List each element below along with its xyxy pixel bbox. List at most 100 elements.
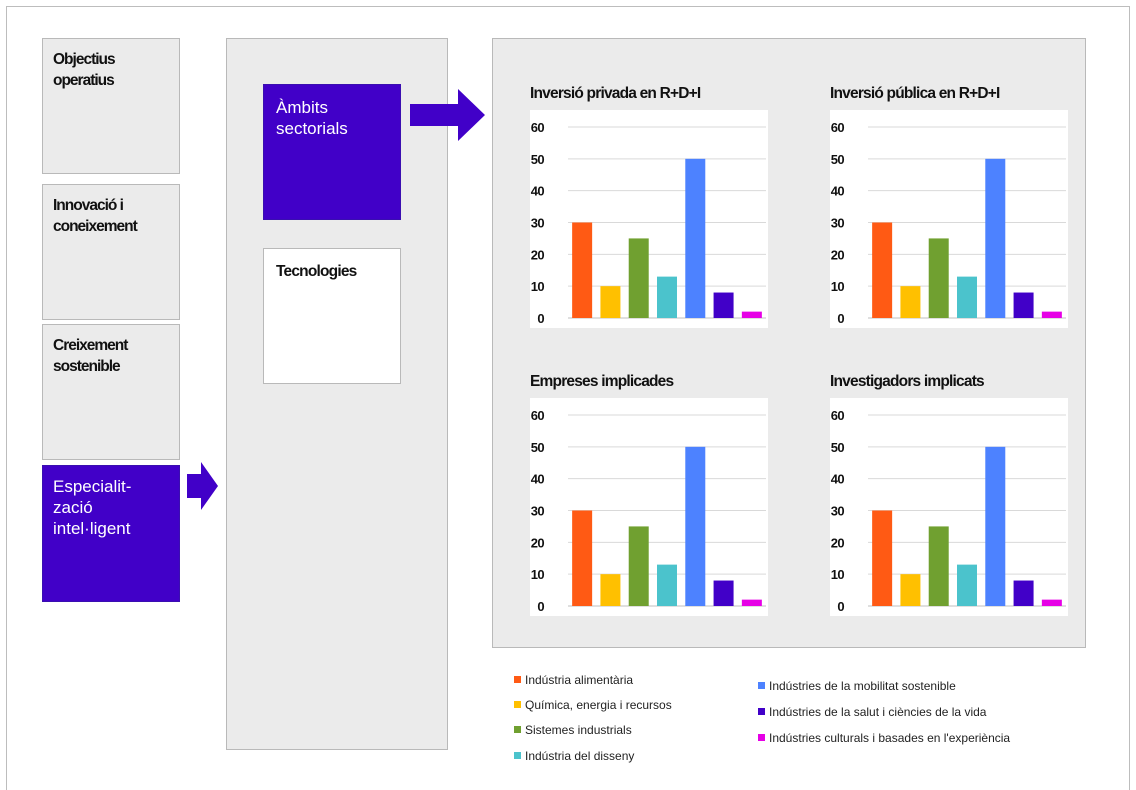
legend-item: Indústria alimentària (514, 673, 633, 687)
legend-item: Indústries de la salut i ciències de la … (758, 705, 986, 719)
bar (657, 564, 677, 606)
bar (741, 599, 762, 606)
arrow-right-icon (187, 462, 218, 510)
legend-item: Sistemes industrials (514, 723, 632, 737)
box-label: Tecnologies (276, 263, 357, 280)
bar (985, 446, 1006, 606)
bar (713, 580, 734, 606)
chart-title: Inversió pública en R+D+I (830, 85, 1000, 102)
legend: Indústria alimentària Química, energia i… (514, 673, 1074, 773)
chart-title: Empreses implicades (530, 373, 674, 390)
chart-background (530, 110, 768, 328)
bar (1041, 599, 1062, 606)
y-tick-label: 40 (531, 184, 545, 199)
y-tick-label: 50 (531, 152, 545, 167)
y-tick-label: 50 (831, 440, 845, 455)
chart-title: Investigadors implicats (830, 373, 985, 390)
bar-chart: 0 10 20 30 40 50 60 (830, 110, 1068, 328)
legend-swatch (514, 676, 521, 683)
chart-background (830, 398, 1068, 616)
legend-swatch (514, 701, 521, 708)
y-tick-label: 30 (831, 216, 845, 231)
bar (957, 276, 977, 318)
bar (713, 292, 734, 318)
legend-label: Indústria alimentària (525, 673, 634, 687)
bar (872, 510, 893, 606)
y-tick-label: 60 (531, 408, 545, 423)
y-tick-label: 40 (531, 472, 545, 487)
legend-item: Indústries culturals i basades en l'expe… (758, 731, 1010, 745)
bar (1041, 311, 1062, 318)
bar-chart: 0 10 20 30 40 50 60 (530, 110, 768, 328)
legend-swatch (758, 708, 765, 715)
bar-chart: 0 10 20 30 40 50 60 (830, 398, 1068, 616)
chart-title: Inversió privada en R+D+I (530, 85, 701, 102)
box-innovacio-coneixement: Innovació i coneixement (42, 184, 180, 320)
bar (741, 311, 762, 318)
chart-background (530, 398, 768, 616)
legend-item: Indústries de la mobilitat sostenible (758, 679, 956, 693)
bar (872, 222, 893, 318)
bar (928, 526, 949, 606)
slide-frame (6, 6, 1130, 790)
bar (572, 510, 593, 606)
y-tick-label: 60 (831, 408, 845, 423)
bar (1013, 580, 1034, 606)
box-objectius-operatius: Objectius operatius (42, 38, 180, 174)
box-label: Especialit- zació intel·ligent (53, 477, 132, 538)
y-tick-label: 0 (537, 311, 544, 326)
legend-swatch (514, 726, 521, 733)
bar (928, 238, 949, 318)
bar (600, 574, 621, 606)
box-label: Objectius operatius (53, 51, 116, 89)
y-tick-label: 30 (831, 504, 845, 519)
bar (657, 276, 677, 318)
box-ambits-sectorials: Àmbits sectorials (263, 84, 401, 220)
y-tick-label: 60 (831, 120, 845, 135)
box-tecnologies: Tecnologies (263, 248, 401, 384)
box-creixement-sostenible: Creixement sostenible (42, 324, 180, 460)
bar (572, 222, 593, 318)
y-tick-label: 0 (837, 599, 844, 614)
legend-swatch (514, 752, 521, 759)
arrow-right-icon (410, 89, 485, 141)
y-tick-label: 50 (831, 152, 845, 167)
y-tick-label: 10 (531, 279, 545, 294)
y-tick-label: 20 (531, 535, 545, 550)
y-tick-label: 20 (531, 247, 545, 262)
y-tick-label: 30 (531, 216, 545, 231)
y-tick-label: 30 (531, 504, 545, 519)
box-especialitzacio-intelligent: Especialit- zació intel·ligent (42, 465, 180, 602)
legend-label: Química, energia i recursos (525, 698, 672, 712)
bar (685, 158, 706, 318)
chart-background (830, 110, 1068, 328)
legend-item: Indústria del disseny (514, 749, 634, 763)
y-tick-label: 20 (831, 247, 845, 262)
y-tick-label: 10 (831, 567, 845, 582)
bar-chart: 0 10 20 30 40 50 60 (530, 398, 768, 616)
y-tick-label: 10 (831, 279, 845, 294)
legend-swatch (758, 682, 765, 689)
legend-item: Química, energia i recursos (514, 698, 672, 712)
box-label: Innovació i coneixement (53, 197, 138, 235)
box-label: Àmbits sectorials (276, 98, 348, 138)
y-tick-label: 0 (837, 311, 844, 326)
box-label: Creixement sostenible (53, 337, 128, 375)
y-tick-label: 10 (531, 567, 545, 582)
y-tick-label: 40 (831, 184, 845, 199)
y-tick-label: 60 (531, 120, 545, 135)
legend-swatch (758, 734, 765, 741)
legend-label: Indústries de la salut i ciències de la … (769, 705, 987, 719)
y-tick-label: 40 (831, 472, 845, 487)
legend-label: Indústries de la mobilitat sostenible (769, 679, 956, 693)
bar (1013, 292, 1034, 318)
legend-label: Indústria del disseny (525, 749, 635, 763)
legend-label: Indústries culturals i basades en l'expe… (769, 731, 1011, 745)
y-tick-label: 0 (537, 599, 544, 614)
bar (628, 238, 649, 318)
y-tick-label: 50 (531, 440, 545, 455)
bar (628, 526, 649, 606)
bar (900, 286, 921, 318)
legend-label: Sistemes industrials (525, 723, 632, 737)
y-tick-label: 20 (831, 535, 845, 550)
